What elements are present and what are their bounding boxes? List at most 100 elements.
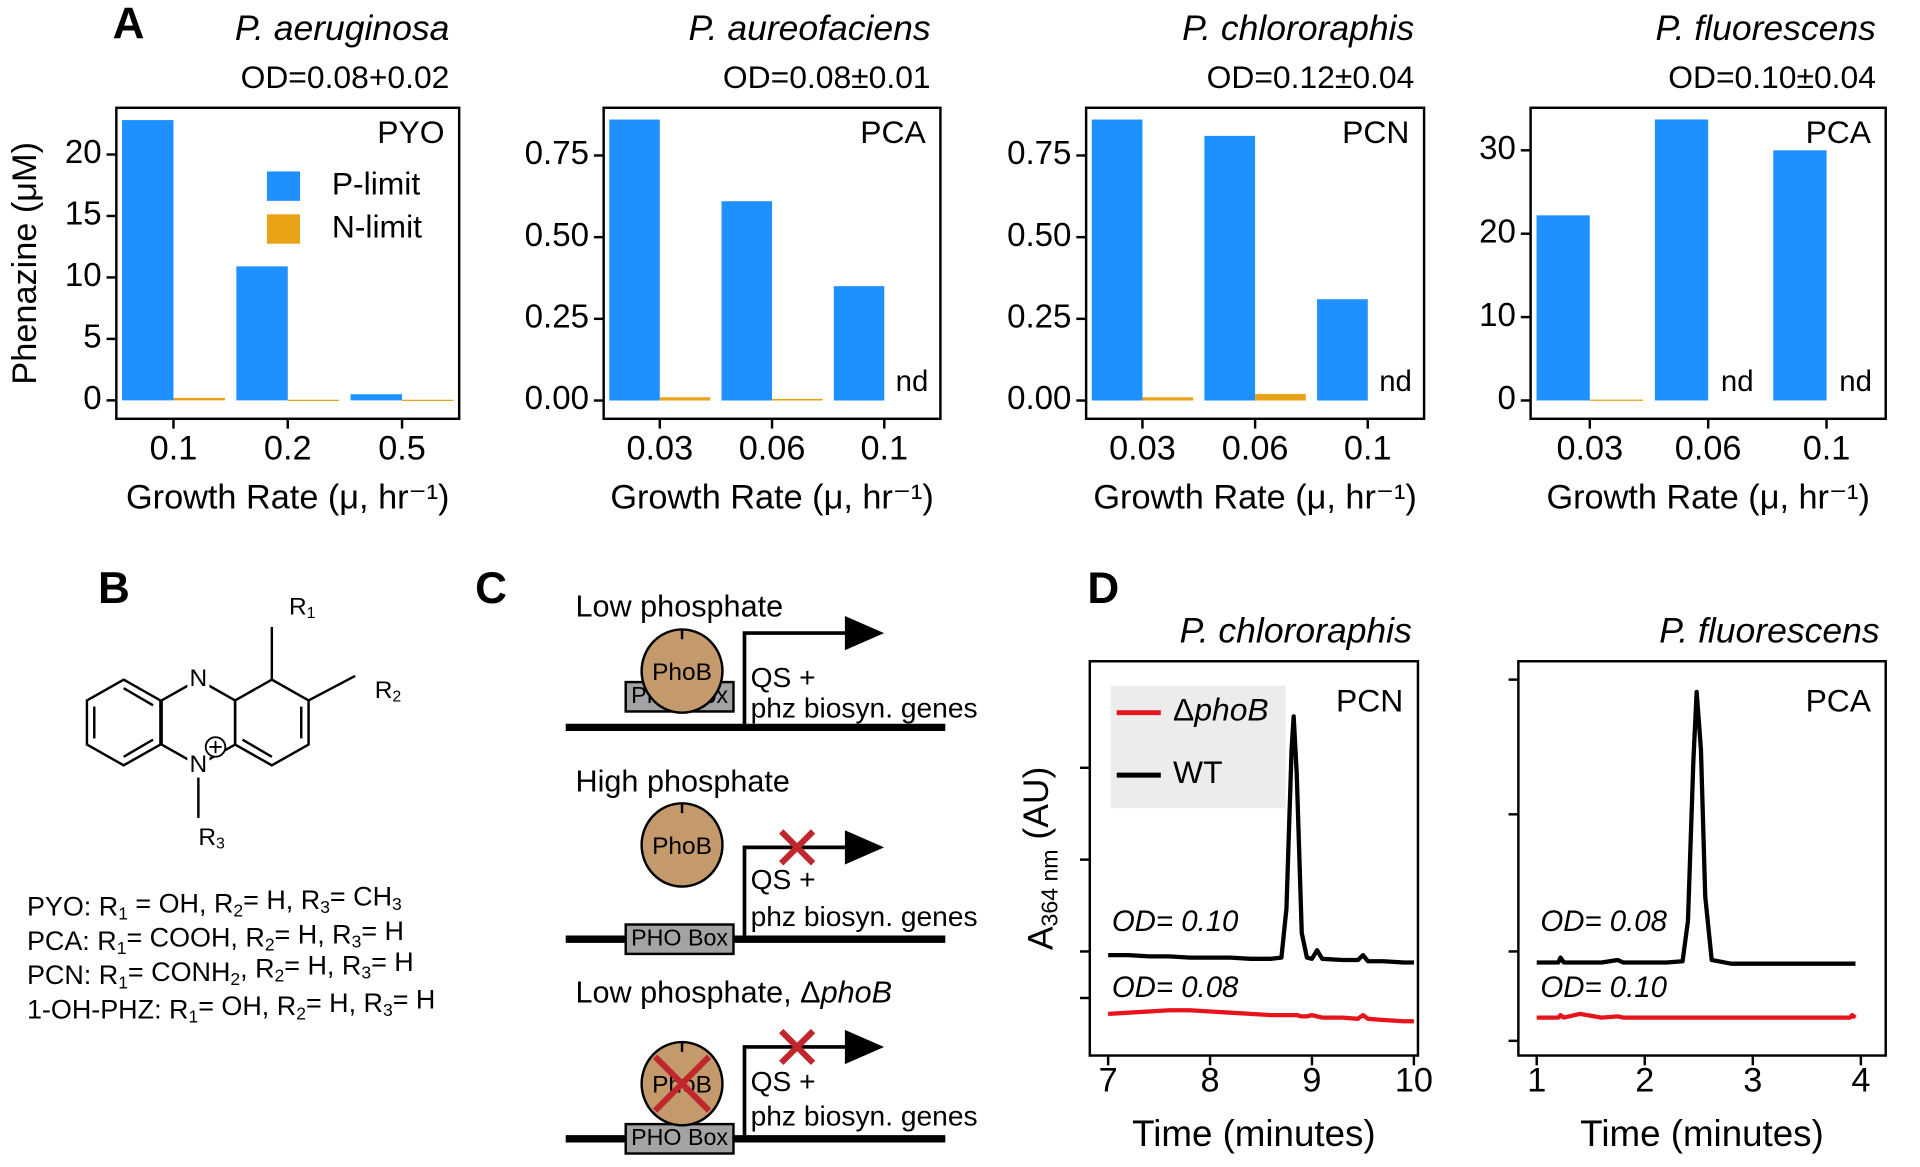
text-piece: High phosphate bbox=[576, 765, 790, 799]
protein-label: PhoB bbox=[652, 659, 712, 686]
gene-label: QS + bbox=[751, 1066, 816, 1097]
gene-label: QS + bbox=[751, 864, 816, 895]
chart-title: P. fluorescens bbox=[1659, 610, 1880, 650]
text-piece: 364 nm bbox=[1036, 849, 1062, 926]
bar bbox=[609, 119, 660, 401]
x-tick-label: 0.1 bbox=[1344, 430, 1392, 468]
bar bbox=[833, 286, 885, 401]
substituent-label: R1 bbox=[289, 594, 316, 622]
pho-box bbox=[624, 923, 735, 956]
ring bbox=[85, 678, 162, 767]
substituent-label: R3 bbox=[198, 824, 225, 852]
text-piece: = CH bbox=[330, 882, 392, 912]
text-piece: 2 bbox=[230, 969, 240, 989]
x-tick-label: 0.06 bbox=[1675, 430, 1742, 468]
x-tick-label: 0.1 bbox=[150, 430, 198, 468]
phenazine-structure bbox=[85, 626, 356, 818]
compound-label: PCN bbox=[1336, 682, 1403, 718]
text-piece: 2 bbox=[265, 934, 275, 954]
text-piece: 1 bbox=[117, 938, 127, 958]
text-piece: R bbox=[375, 677, 393, 704]
chart-title: P. chlororaphis bbox=[1182, 8, 1414, 48]
text-piece: = H, R bbox=[306, 988, 383, 1018]
text-piece: 3 bbox=[216, 836, 225, 853]
bond bbox=[308, 674, 356, 702]
x-tick-label: 3 bbox=[1743, 1062, 1762, 1100]
x-tick-label: 1 bbox=[1527, 1062, 1546, 1100]
panel-letter: B bbox=[98, 564, 130, 613]
red-cross bbox=[652, 1054, 712, 1113]
text-piece: phoB bbox=[1193, 692, 1268, 728]
bar bbox=[1142, 397, 1194, 401]
y-axis-label: Phenazine (μM) bbox=[6, 142, 44, 385]
arrow-head bbox=[844, 830, 885, 865]
protein-label: PhoB bbox=[652, 833, 712, 860]
chart-subtitle: OD=0.08+0.02 bbox=[241, 59, 450, 95]
bar bbox=[1255, 393, 1306, 401]
pho-box-label: PHO Box bbox=[631, 924, 728, 950]
substituent-label: R2 bbox=[375, 677, 402, 705]
data-label: nd bbox=[1721, 365, 1754, 398]
promoter-arrow bbox=[742, 845, 848, 940]
y-tick-label: 0.00 bbox=[525, 380, 589, 417]
condition-title: High phosphate bbox=[576, 765, 790, 799]
text-piece: PCN: R bbox=[27, 960, 118, 990]
x-axis-label: Growth Rate (μ, hr⁻¹) bbox=[1093, 479, 1416, 517]
bar bbox=[659, 397, 711, 401]
bar bbox=[1589, 399, 1644, 401]
condition-title: Low phosphate, ΔphoB bbox=[576, 975, 893, 1009]
x-axis-label: Time (minutes) bbox=[1132, 1113, 1375, 1154]
text-piece: 1 bbox=[307, 605, 316, 622]
bar bbox=[236, 266, 288, 401]
atom-label: N bbox=[190, 665, 208, 692]
od-annotation: OD= 0.10 bbox=[1540, 971, 1667, 1004]
legend-swatch bbox=[266, 171, 300, 201]
x-tick-label: 0.5 bbox=[378, 430, 426, 468]
panel-letter: C bbox=[475, 564, 507, 613]
compound-label: PYO bbox=[377, 114, 444, 150]
x-tick-label: 0.03 bbox=[1556, 430, 1623, 468]
text-piece: (AU) bbox=[1016, 767, 1056, 850]
y-axis-label: A364 nm (AU) bbox=[1016, 767, 1062, 950]
text-piece: Δ bbox=[1173, 692, 1194, 728]
bar bbox=[402, 399, 454, 401]
gene-label: phz biosyn. genes bbox=[751, 1100, 978, 1131]
text-piece: PCA: R bbox=[27, 926, 117, 956]
atom-bg bbox=[187, 753, 210, 778]
atom-label: N bbox=[190, 751, 208, 778]
y-tick-label: 20 bbox=[65, 134, 102, 171]
text-piece: 2 bbox=[233, 900, 243, 920]
legend-label: N-limit bbox=[332, 208, 422, 244]
formula: PCA: R1= COOH, R2= H, R3= H bbox=[27, 916, 404, 958]
gene-label: phz biosyn. genes bbox=[751, 693, 978, 724]
atom-bg bbox=[187, 667, 210, 692]
double-bond bbox=[123, 687, 154, 707]
text-piece: = H bbox=[361, 916, 404, 946]
text-piece: = H, R bbox=[275, 919, 352, 949]
panel-letter: A bbox=[113, 0, 145, 49]
compound-label: PCN bbox=[1342, 114, 1409, 150]
text-piece: = CONH bbox=[128, 957, 230, 987]
data-label: nd bbox=[896, 365, 929, 398]
text-piece: 1 bbox=[188, 1006, 198, 1026]
text-piece: 3 bbox=[383, 1000, 393, 1020]
compound-label: PCA bbox=[1806, 114, 1872, 150]
y-tick-label: 5 bbox=[83, 319, 101, 356]
y-tick-label: 0.75 bbox=[1007, 135, 1071, 172]
chart-title: P. chlororaphis bbox=[1180, 610, 1412, 650]
text-piece: WT bbox=[1173, 755, 1222, 791]
chart-title: P. aureofaciens bbox=[689, 8, 931, 48]
trace bbox=[1108, 1008, 1414, 1024]
text-piece: Low phosphate bbox=[576, 590, 784, 624]
od-annotation: OD= 0.08 bbox=[1112, 971, 1239, 1004]
trace bbox=[1108, 714, 1414, 965]
formula: PCN: R1= CONH2, R2= H, R3= H bbox=[27, 947, 414, 992]
bar bbox=[1204, 135, 1256, 401]
bar bbox=[1317, 299, 1368, 401]
y-tick-label: 15 bbox=[65, 196, 102, 233]
text-piece: Low phosphate, Δ bbox=[576, 975, 821, 1009]
text-piece: 3 bbox=[392, 893, 402, 913]
trace bbox=[1536, 689, 1856, 966]
promoter-arrow bbox=[742, 1045, 848, 1139]
